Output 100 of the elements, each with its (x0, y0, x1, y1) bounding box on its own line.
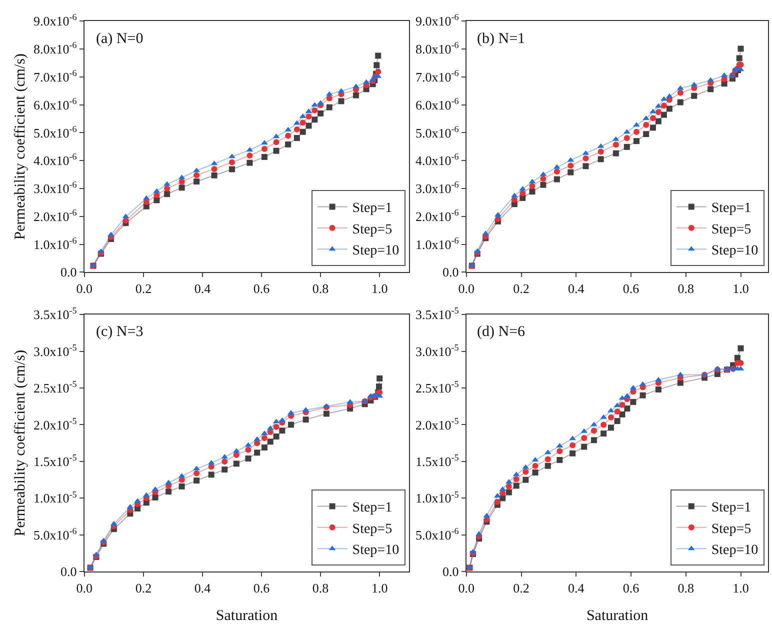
legend-label: Step=5 (352, 222, 392, 238)
point (279, 428, 286, 434)
point (633, 128, 640, 135)
point (590, 428, 597, 434)
y-tick-label: 0.0 (442, 264, 459, 280)
text: (b) N=1 (477, 31, 526, 47)
point (619, 402, 626, 408)
point (520, 190, 526, 196)
point (228, 154, 236, 158)
point (598, 148, 604, 155)
x-tick-label: 0.4 (194, 580, 212, 596)
point (660, 102, 667, 109)
point (306, 122, 312, 129)
point (122, 218, 129, 224)
point (708, 86, 714, 92)
point (650, 124, 656, 131)
x-tick-label: 0.2 (135, 580, 152, 596)
point (375, 52, 382, 59)
point (655, 118, 662, 124)
point (600, 422, 607, 428)
point (532, 469, 538, 476)
point (476, 531, 482, 536)
point (166, 488, 172, 495)
point (581, 434, 588, 441)
x-tick-label: 0.8 (678, 580, 694, 596)
point (522, 476, 529, 483)
point (532, 462, 538, 469)
point (273, 148, 280, 154)
point (568, 162, 574, 169)
point (245, 456, 252, 462)
y-tick-label: 5.0x10$^{-6}$ (415, 124, 460, 140)
point (165, 480, 172, 484)
legend-label: Step=10 (352, 543, 400, 558)
point (108, 232, 114, 236)
text: (d) N=6 (477, 324, 526, 340)
point (273, 433, 280, 440)
x-tick-label: 0.2 (135, 280, 152, 296)
point (338, 98, 344, 104)
point (312, 116, 318, 123)
y-tick-label: 5.0x10$^{-6}$ (415, 526, 460, 542)
x-tick-label: 0.6 (253, 580, 270, 596)
x-tick-label: 0.0 (76, 280, 93, 296)
y-tick-label: 3.0x10$^{-5}$ (415, 342, 460, 359)
legend-label: Step=10 (711, 543, 758, 558)
point (376, 375, 383, 382)
point (640, 392, 646, 398)
point (655, 386, 662, 392)
point (570, 442, 576, 448)
point (261, 430, 268, 436)
point (608, 424, 614, 431)
x-tick-label: 0.4 (194, 280, 212, 296)
point (556, 448, 563, 454)
y-tick-label: 3.0x10$^{-6}$ (415, 180, 460, 196)
point (261, 444, 268, 450)
point (529, 188, 536, 195)
point (208, 472, 214, 478)
point (222, 458, 228, 464)
legend-label: Step=1 (711, 500, 752, 516)
y-tick-label: 5.0x10$^{-6}$ (33, 124, 78, 140)
point (306, 114, 312, 120)
point (738, 345, 744, 352)
point (612, 142, 619, 148)
point (590, 437, 597, 444)
point (194, 478, 200, 484)
y-tick-label: 6.0x10$^{-6}$ (33, 96, 78, 112)
point (228, 159, 235, 166)
point (154, 197, 160, 204)
point (513, 476, 520, 482)
point (164, 191, 170, 198)
point (326, 95, 332, 102)
y-tick-label: 5.0x10$^{-6}$ (33, 526, 78, 542)
y-tick-label: 2.0x10$^{-6}$ (415, 207, 460, 224)
point (164, 185, 170, 192)
point (273, 139, 280, 146)
legend-label: Step=1 (352, 500, 392, 516)
point (211, 172, 218, 178)
point (318, 110, 324, 116)
point (194, 178, 200, 185)
point (619, 411, 626, 418)
point (666, 106, 672, 112)
point (302, 416, 309, 423)
point (261, 434, 268, 441)
x-tick-label: 0.8 (312, 280, 329, 296)
point (581, 444, 588, 450)
y-tick-label: 2.0x10$^{-5}$ (415, 416, 460, 432)
x-tick-label: 0.6 (622, 280, 640, 296)
point (374, 62, 380, 68)
y-tick-label: 8.0x10$^{-6}$ (415, 40, 460, 57)
point (267, 438, 274, 445)
point (630, 398, 636, 405)
point (556, 456, 563, 463)
point (650, 115, 656, 122)
point (294, 134, 300, 141)
y-tick-label: 0.0 (442, 564, 459, 580)
x-tick-label: 0.4 (568, 580, 585, 596)
y-tick-label: 2.0x10$^{-5}$ (33, 416, 78, 432)
point (323, 410, 330, 417)
x-axis-title: Saturation (216, 608, 278, 624)
y-axis-title: Permeability coefficient (cm/s) (12, 350, 29, 536)
point (633, 138, 640, 144)
